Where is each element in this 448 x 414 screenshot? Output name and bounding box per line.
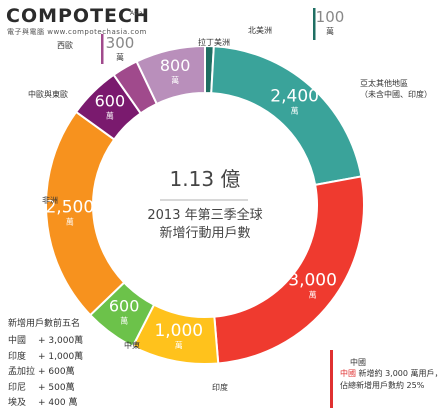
slice-category-label: （未含中國、印度） bbox=[360, 89, 432, 99]
marker-line-7 bbox=[101, 34, 104, 64]
slice-unit-label: 萬 bbox=[120, 316, 128, 326]
top5-name: 中國 bbox=[8, 336, 27, 347]
top5-box: 新增用戶數前五名 中國 + 3,000萬 印度 + 1,000萬 孟加拉 + 6… bbox=[8, 316, 98, 410]
top5-name: 印尼 bbox=[8, 382, 27, 393]
china-note: 中國 新增約 3,000 萬用戶， 佔總新增用戶數約 25% bbox=[340, 368, 443, 392]
chart-center-subtitle-2: 新增行動用戶數 bbox=[159, 225, 250, 241]
top5-value: + 500萬 bbox=[38, 382, 75, 393]
top5-row: 中國 + 3,000萬 bbox=[8, 332, 98, 348]
chart-center-title: 1.13 億 bbox=[170, 167, 241, 191]
note-line2: 佔總新增用戶數約 25% bbox=[340, 381, 425, 390]
slice-value-label: 600 bbox=[109, 297, 140, 316]
logo-title: COMPOTECH bbox=[6, 5, 150, 27]
top5-row: 印度 + 1,000萬 bbox=[8, 348, 98, 364]
top5-name: 印度 bbox=[8, 351, 27, 362]
slice-value-label: 2,500 bbox=[45, 197, 94, 217]
top5-name: 埃及 bbox=[8, 398, 27, 409]
slice-1 bbox=[210, 45, 363, 187]
slice-category-label: 中東 bbox=[124, 340, 140, 350]
top5-value: + 3,000萬 bbox=[38, 336, 84, 347]
slice-category-label: 印度 bbox=[212, 382, 228, 392]
chart-center-subtitle-1: 2013 年第三季全球 bbox=[147, 207, 262, 223]
top5-row: 埃及 + 400 萬 bbox=[8, 394, 98, 410]
logo-superscript: Asia bbox=[130, 10, 143, 17]
slice-unit-label: 萬 bbox=[309, 289, 317, 299]
slice-8 bbox=[135, 44, 206, 106]
logo-tagline: 電子與電腦 www.compotechasia.com bbox=[7, 28, 147, 36]
slice-category-label: 北美洲 bbox=[248, 25, 272, 35]
slice-category-label: 非洲 bbox=[42, 195, 58, 205]
slice-value-label: 600 bbox=[95, 92, 126, 111]
slice-category-label: 中國 bbox=[350, 357, 366, 367]
top5-name: 孟加拉 bbox=[8, 367, 36, 378]
slice-category-label: 拉丁美洲 bbox=[198, 37, 230, 47]
marker-line-0 bbox=[313, 8, 316, 40]
slice-unit-label: 萬 bbox=[326, 26, 334, 36]
slice-value-label: 800 bbox=[160, 56, 191, 75]
slice-category-label: 亞太其他地區 bbox=[360, 78, 408, 88]
slice-unit-label: 萬 bbox=[116, 52, 124, 62]
slice-value-label: 3,000 bbox=[288, 270, 337, 290]
slice-value-label: 2,400 bbox=[270, 86, 319, 106]
slice-unit-label: 萬 bbox=[175, 340, 183, 350]
note-accent-bar bbox=[330, 350, 333, 408]
slice-unit-label: 萬 bbox=[291, 105, 299, 115]
slice-unit-label: 萬 bbox=[171, 75, 179, 85]
slice-unit-label: 萬 bbox=[66, 216, 74, 226]
note-highlight: 中國 bbox=[340, 369, 356, 378]
note-line1: 新增約 3,000 萬用戶， bbox=[358, 369, 443, 378]
donut-slices bbox=[45, 44, 365, 365]
donut-labels: 100萬北美洲2,400萬亞太其他地區（未含中國、印度）3,000萬中國1,00… bbox=[28, 8, 432, 392]
slice-unit-label: 萬 bbox=[106, 111, 114, 121]
slice-category-label: 中歐與東歐 bbox=[28, 89, 68, 99]
slice-category-label: 西歐 bbox=[57, 40, 73, 50]
top5-value: + 600萬 bbox=[38, 367, 75, 378]
slice-value-label: 300 bbox=[106, 34, 135, 52]
slice-value-label: 100 bbox=[316, 8, 345, 26]
top5-value: + 400 萬 bbox=[38, 398, 78, 409]
slice-value-label: 1,000 bbox=[154, 321, 203, 341]
top5-heading: 新增用戶數前五名 bbox=[8, 319, 81, 329]
top5-row: 孟加拉 + 600萬 bbox=[8, 363, 98, 379]
top5-value: + 1,000萬 bbox=[38, 351, 84, 362]
top5-row: 印尼 + 500萬 bbox=[8, 379, 98, 395]
